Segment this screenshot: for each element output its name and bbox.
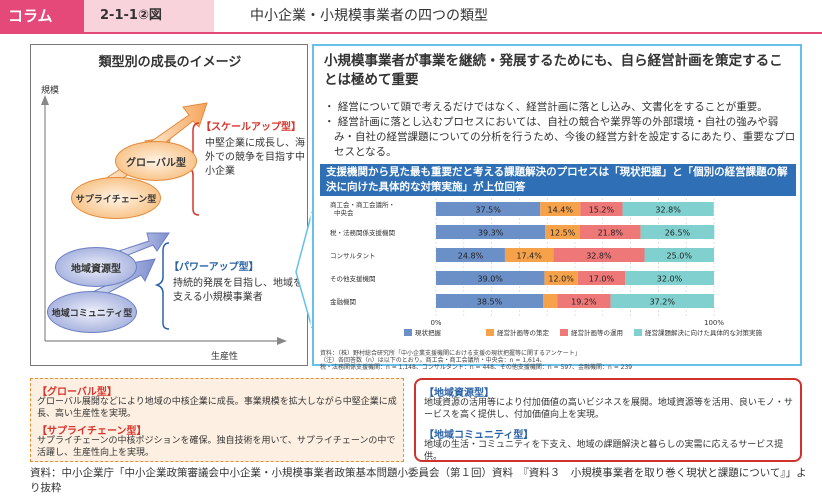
regional-community-type-oval: 地域コミュニティ型 xyxy=(47,291,137,333)
regional-resource-text: 地域資源の活用等により付加価値の高いビジネスを展開。地域資源等を活用、良いモノ・… xyxy=(424,398,793,420)
global-type-heading: 【グローバル型】 xyxy=(37,387,117,398)
category-label: 商工会・商工会議所・中央会 xyxy=(330,200,395,217)
bar-segment xyxy=(644,248,714,262)
bar-segment xyxy=(545,225,581,239)
x-axis-arrow-icon xyxy=(277,337,287,345)
legend-label: 経営課題解決に向けた具体的な対策実施 xyxy=(645,328,763,337)
figure-number: 2-1-1②図 xyxy=(84,0,214,32)
data-label: 32.8% xyxy=(586,252,612,261)
y-axis-label: 規模 xyxy=(41,86,60,96)
category-label: コンサルタント xyxy=(330,251,376,260)
bar-segment xyxy=(540,202,581,216)
data-label: 12.0% xyxy=(548,275,574,284)
bar-segment xyxy=(544,271,578,285)
powerup-description: 持続的発展を目指し、地域を支える小規模事業者 xyxy=(173,278,303,303)
regional-community-text: 地域の生活・コミュニティを下支え、地域の課題解決と暮らしの実需に応えるサービス提… xyxy=(424,440,784,462)
bar-segment xyxy=(436,225,546,239)
regional-resource-type-oval: 地域資源型 xyxy=(55,247,137,287)
category-label: その他支援機関 xyxy=(330,274,376,283)
data-label: 37.5% xyxy=(475,206,501,215)
business-plan-heading: 小規模事業者が事業を継続・発展するためにも、自ら経営計画を策定することは極めて重… xyxy=(324,53,783,88)
bar-segment xyxy=(436,294,544,308)
chart-notes: 資料：（株）野村総合研究所「中小企業支援機関における支援の現状把握等に関するアン… xyxy=(320,350,790,371)
stacked-bar-chart: 商工会・商工会議所・中央会 37.5% 14.4% 15.2% 32.8% 税・法務関係支… xyxy=(330,198,763,337)
data-label: 39.3% xyxy=(478,229,504,238)
bar-segment xyxy=(553,248,645,262)
powerup-heading: 【パワーアップ型】 xyxy=(169,262,259,273)
data-label: 37.2% xyxy=(650,298,676,307)
legend-swatch xyxy=(560,329,568,336)
bullet-item: ・ 経営について頭で考えるだけではなく、経営計画に落とし込み、文書化をすることが… xyxy=(324,101,768,113)
legend-label: 経営計画等の運用 xyxy=(571,328,623,337)
bar-segment xyxy=(622,202,714,216)
data-label: 17.4% xyxy=(516,252,542,261)
bar-segment xyxy=(580,202,623,216)
business-plan-bullets: ・ 経営について頭で考えるだけではなく、経営計画に落とし込み、文書化をすることが… xyxy=(324,100,798,160)
note-line: （注）各回答数（n）は以下のとおり。商工会・商工会議所・中央会：n = 1,61… xyxy=(320,357,546,364)
column-tag: コラム xyxy=(0,0,84,32)
supply-chain-type-heading: 【サプライチェーン型】 xyxy=(37,426,147,437)
data-label: 39.0% xyxy=(477,275,503,284)
bar-segment xyxy=(577,271,626,285)
regional-resource-heading: 【地域資源型】 xyxy=(424,388,494,399)
scaleup-heading: 【スケールアップ型】 xyxy=(201,122,301,133)
figure-title: 中小企業・小規模事業者の四つの類型 xyxy=(250,8,488,24)
data-label: 12.5% xyxy=(550,229,576,238)
bar-segment xyxy=(640,225,715,239)
legend-swatch xyxy=(404,329,412,336)
scaleup-types-box: 【グローバル型】 グローバル展開などにより地域の中核企業に成長。事業規模を拡大し… xyxy=(30,378,404,462)
supply-chain-type-text: サプライチェーンの中核ポジションを確保。独自技術を用いて、サプライチェーンの中で… xyxy=(37,436,396,458)
supply-chain-type-oval: サプライチェーン型 xyxy=(71,177,161,219)
category-label: 税・法務関係支援機関 xyxy=(330,228,395,237)
data-label: 26.5% xyxy=(665,229,691,238)
data-label: 17.0% xyxy=(589,275,615,284)
growth-image-panel: 類型別の成長のイメージ 規模 生産性 グローバル型 サプライチェーン型 地域資源… xyxy=(30,44,308,366)
bar-segment xyxy=(436,271,545,285)
legend-label: 経営計画等の策定 xyxy=(497,328,550,337)
note-line: 税・法務関係支援機関：n = 1,148、コンサルタント：n = 448、その他… xyxy=(320,364,633,371)
y-axis-arrow-icon xyxy=(41,95,49,105)
data-label: 19.2% xyxy=(571,298,597,307)
x-tick-label: 100% xyxy=(704,319,724,327)
x-tick-label: 0% xyxy=(430,319,441,327)
survey-summary-bar: 支援機関から見た最も重要だと考える課題解決のプロセスは「現状把握」と「個別の経営… xyxy=(320,164,796,196)
data-label: 32.0% xyxy=(657,275,683,284)
powerup-brace xyxy=(154,242,170,330)
x-axis-label: 生産性 xyxy=(211,352,239,362)
global-type-text: グローバル展開などにより地域の中核企業に成長。事業規模を拡大しながら中堅企業に成… xyxy=(37,397,397,419)
bar-segment xyxy=(436,248,505,262)
bullet-item: ・ 経営計画に落とし込むプロセスにおいては、自社の競合や業界等の外部環境・自社の… xyxy=(324,116,796,158)
regional-community-heading: 【地域コミュニティ型】 xyxy=(424,430,534,441)
bar-segment xyxy=(557,294,611,308)
legend-swatch xyxy=(486,329,494,336)
bar-segment xyxy=(436,202,541,216)
note-line: 資料：（株）野村総合研究所「中小企業支援機関における支援の現状把握等に関するアン… xyxy=(320,350,581,357)
callout-wedge xyxy=(295,211,314,329)
bar-segment xyxy=(543,294,558,308)
growth-image-title: 類型別の成長のイメージ xyxy=(98,55,242,70)
bar-segment xyxy=(580,225,641,239)
data-label: 32.8% xyxy=(655,206,681,215)
bar-segment xyxy=(625,271,714,285)
legend-label: 現状把握 xyxy=(415,328,442,337)
header-bar: コラム 2-1-1②図 中小企業・小規模事業者の四つの類型 xyxy=(0,0,822,34)
business-plan-panel: 小規模事業者が事業を継続・発展するためにも、自ら経営計画を策定することは極めて重… xyxy=(312,44,802,371)
data-label: 25.0% xyxy=(667,252,693,261)
data-label: 15.2% xyxy=(589,206,615,215)
powerup-types-box: 【地域資源型】 地域資源の活用等により付加価値の高いビジネスを展開。地域資源等を… xyxy=(414,378,802,462)
data-label: 38.5% xyxy=(477,298,503,307)
data-label: 24.8% xyxy=(458,252,484,261)
source-note: 資料：中小企業庁「中小企業政策審議会中小企業・小規模事業者政策基本問題小委員会（… xyxy=(30,467,807,494)
bar-segment xyxy=(504,248,554,262)
scaleup-description: 中堅企業に成長し、海外での競争を目指す中小企業 xyxy=(205,138,305,177)
category-label: 金融機関 xyxy=(330,297,356,306)
bar-segment xyxy=(610,294,714,308)
data-label: 14.4% xyxy=(548,206,574,215)
data-label: 21.8% xyxy=(598,229,624,238)
global-type-oval: グローバル型 xyxy=(115,141,197,181)
legend-swatch xyxy=(634,329,642,336)
